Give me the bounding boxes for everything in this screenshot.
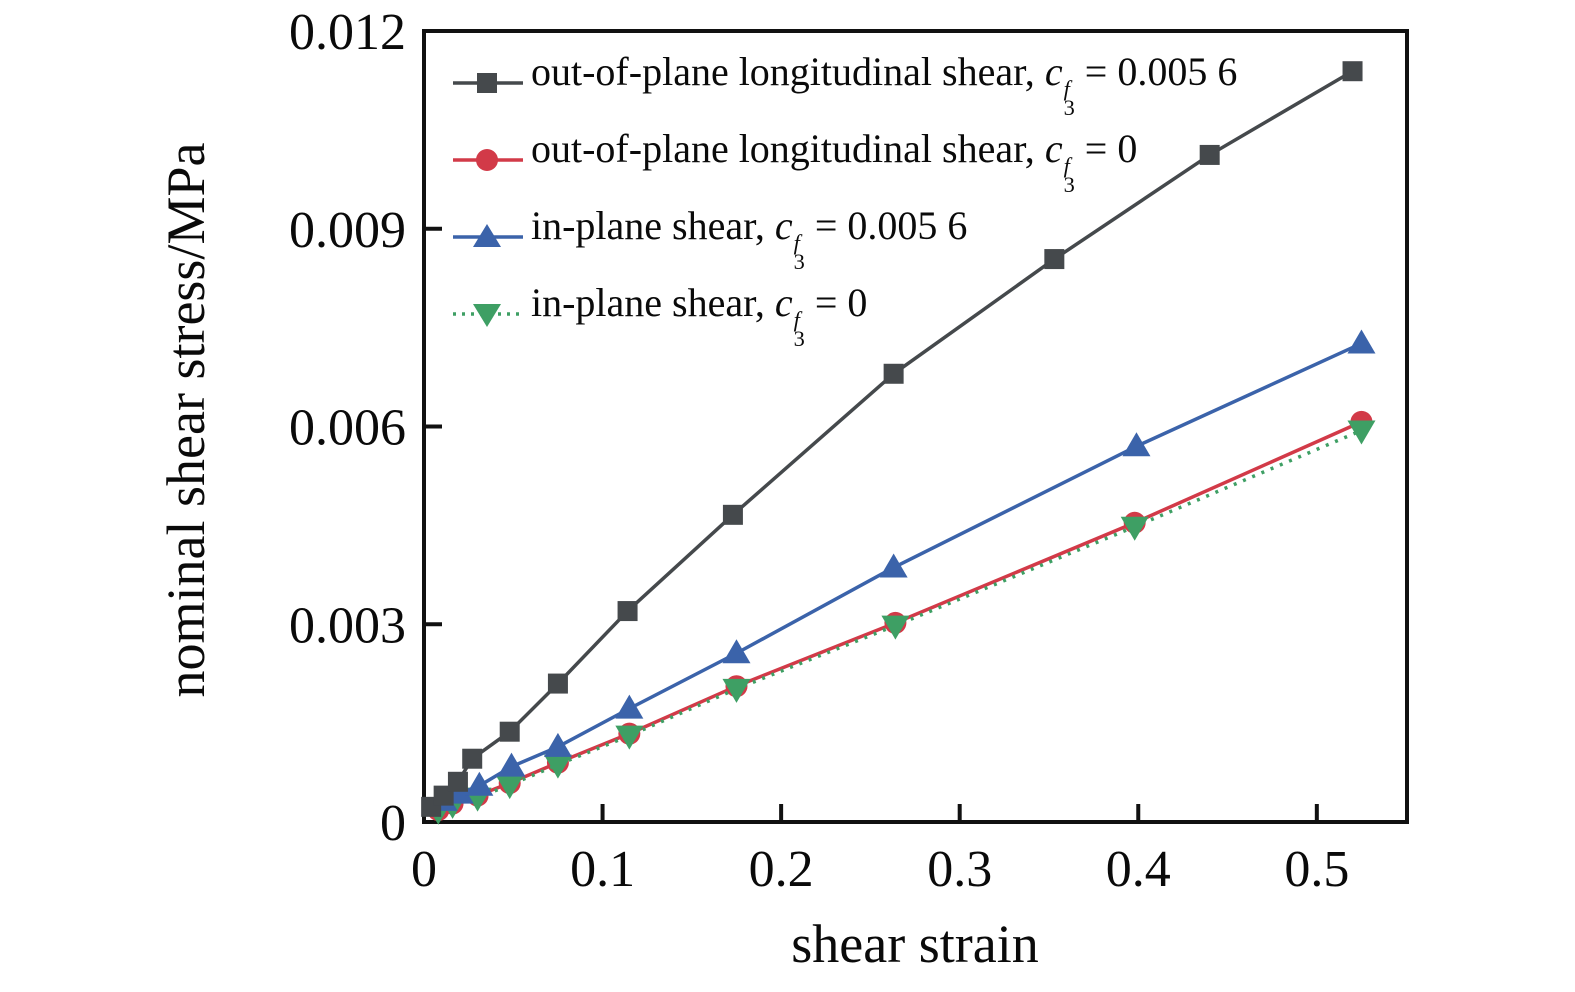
series-blue-marker xyxy=(497,752,526,777)
legend-swatch-blue xyxy=(453,223,523,247)
series-black-marker xyxy=(447,771,468,792)
series-green-marker xyxy=(495,775,524,800)
y-tick-label: 0.003 xyxy=(289,597,406,654)
plot-frame xyxy=(422,29,1409,824)
y-tick-label: 0.009 xyxy=(289,202,406,259)
legend-symbol-c: c xyxy=(774,202,793,248)
series-black-marker xyxy=(462,748,483,769)
series-green-marker xyxy=(881,615,910,640)
legend-marker-circle-icon xyxy=(476,148,498,171)
x-axis-title: shear strain xyxy=(791,914,1039,974)
legend-label-prefix: out-of-plane longitudinal shear, xyxy=(531,125,1045,171)
series-green-line xyxy=(437,428,1363,813)
series-black-marker xyxy=(499,721,520,742)
series-blue-marker xyxy=(1347,329,1376,354)
series-green-marker xyxy=(543,754,572,779)
legend-symbol-sup: f xyxy=(1063,153,1070,179)
series-black-marker xyxy=(1342,61,1363,82)
series-green-marker xyxy=(615,725,644,750)
legend-symbol-sub: 3 xyxy=(793,325,805,351)
y-tick-label: 0.006 xyxy=(289,400,406,457)
legend-symbol-c: c xyxy=(774,279,793,325)
series-blue-marker xyxy=(722,639,751,664)
series-blue-marker xyxy=(879,553,908,578)
y-tick-label: 0.012 xyxy=(289,4,406,61)
series-blue-marker xyxy=(465,771,494,796)
legend-symbol-c: c xyxy=(1044,125,1063,171)
legend-swatch-red xyxy=(453,148,523,171)
y-tick-label: 0 xyxy=(380,795,406,852)
legend-marker-triangle-up-icon xyxy=(473,223,501,247)
series-green-marker xyxy=(1347,420,1376,445)
legend-symbol-sup: f xyxy=(793,307,800,333)
x-tick-label: 0.2 xyxy=(749,841,814,898)
x-tick-label: 0.5 xyxy=(1284,841,1349,898)
legend-symbol-sup: f xyxy=(793,230,800,256)
series-green-marker xyxy=(1120,516,1149,541)
legend-marker-triangle-down-icon xyxy=(473,303,501,327)
legend-label-value: = 0.005 6 xyxy=(804,202,968,248)
legend-label-prefix: out-of-plane longitudinal shear, xyxy=(531,48,1045,94)
legend-symbol-c: c xyxy=(1044,48,1063,94)
legend-label-value: = 0.005 6 xyxy=(1074,48,1238,94)
series-black-marker xyxy=(722,504,743,525)
series-black-marker xyxy=(1199,144,1220,165)
series-black-marker xyxy=(547,673,568,694)
series-blue-marker xyxy=(1122,432,1151,457)
legend-symbol-sub: 3 xyxy=(1063,171,1075,197)
legend-symbol-sub: 3 xyxy=(793,248,805,274)
series-black-marker xyxy=(1044,249,1065,270)
legend-label-value: = 0 xyxy=(804,279,868,325)
legend-swatch-green xyxy=(453,303,523,327)
legend-label-prefix: in-plane shear, xyxy=(531,279,775,325)
series-black-marker xyxy=(617,601,638,622)
legend-label-prefix: in-plane shear, xyxy=(531,202,775,248)
series-blue-marker xyxy=(543,732,572,757)
legend-symbol-sub: 3 xyxy=(1063,94,1075,120)
legend-marker-square-icon xyxy=(477,72,497,93)
legend-symbol-sup: f xyxy=(1063,76,1070,102)
legend-label-value: = 0 xyxy=(1074,125,1138,171)
series-black-marker xyxy=(883,363,904,384)
legend-swatch-black xyxy=(453,72,523,93)
x-tick-label: 0 xyxy=(411,841,437,898)
x-tick-label: 0.3 xyxy=(927,841,992,898)
x-tick-label: 0.1 xyxy=(570,841,635,898)
series-green-marker xyxy=(722,678,751,703)
y-axis-title: nominal shear stress/MPa xyxy=(156,142,216,698)
series-blue-marker xyxy=(615,694,644,719)
x-tick-label: 0.4 xyxy=(1106,841,1171,898)
